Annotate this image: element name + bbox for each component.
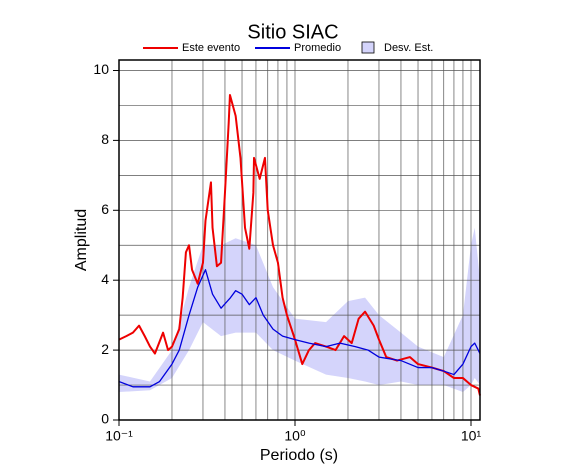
chart-title: Sitio SIAC	[247, 21, 338, 43]
y-tick-label: 4	[101, 271, 109, 287]
legend-label: Promedio	[294, 42, 341, 54]
std-band	[119, 227, 480, 393]
y-tick-label: 10	[93, 61, 109, 77]
y-tick-label: 2	[101, 341, 109, 357]
series-line	[118, 269, 481, 388]
y-tick-label: 8	[101, 131, 109, 147]
y-tick-label: 6	[101, 201, 109, 217]
x-tick-label: 10¹	[461, 428, 482, 444]
y-tick-label: 0	[101, 411, 109, 427]
x-tick-label: 10⁰	[284, 428, 306, 444]
x-axis-label: Periodo (s)	[260, 447, 338, 464]
legend-swatch	[361, 41, 375, 54]
x-tick-label: 10⁻¹	[105, 428, 133, 444]
plot-frame	[118, 59, 481, 421]
y-axis-label: Amplitud	[73, 209, 90, 271]
legend-label: Este evento	[182, 42, 240, 54]
series-line	[118, 93, 481, 396]
legend-label: Desv. Est.	[384, 42, 433, 54]
